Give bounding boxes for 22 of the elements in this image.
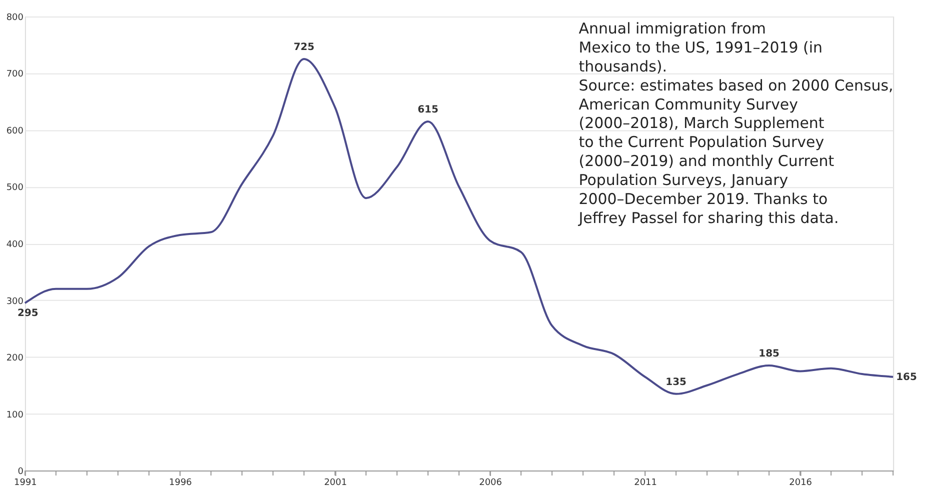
data-label: 615 bbox=[418, 104, 438, 116]
x-tick-label: 2011 bbox=[634, 478, 657, 488]
x-tick-label: 2016 bbox=[789, 478, 812, 488]
y-tick-label: 700 bbox=[6, 70, 24, 80]
y-tick-label: 200 bbox=[6, 354, 24, 364]
y-tick-label: 400 bbox=[6, 240, 24, 250]
data-label: 295 bbox=[18, 308, 38, 320]
data-label: 135 bbox=[666, 376, 687, 388]
y-tick-label: 500 bbox=[6, 183, 24, 194]
data-label: 165 bbox=[896, 372, 917, 383]
y-tick-label: 0 bbox=[18, 467, 24, 478]
y-tick-label: 600 bbox=[6, 126, 24, 136]
data-label: 725 bbox=[294, 42, 314, 54]
text: Annual immigration from Mexico to the US, 1991–2019 (in thousands). Source: estimates based on 2000 Census, American Community Survey (2000–2018), March Supplement to the Current Population Survey (2000–2019) and monthly Current Population Surveys, January 2000–December 2019. Thanks to Jeffrey Passel for sharing this data. bbox=[578, 19, 894, 228]
x-tick-label: 2001 bbox=[324, 478, 347, 488]
x-tick-label: 1991 bbox=[14, 478, 37, 488]
y-tick-label: 300 bbox=[6, 296, 24, 307]
data-label: 185 bbox=[758, 348, 780, 360]
y-tick-label: 100 bbox=[6, 410, 24, 420]
x-tick-label: 2006 bbox=[479, 478, 502, 488]
x-tick-label: 1996 bbox=[169, 478, 192, 488]
y-tick-label: 800 bbox=[6, 12, 24, 23]
